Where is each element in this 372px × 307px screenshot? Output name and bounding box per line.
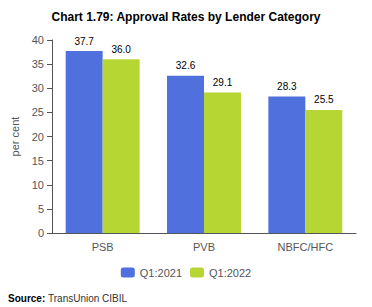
svg-text:PSB: PSB <box>92 241 114 253</box>
svg-text:25.5: 25.5 <box>314 94 334 105</box>
svg-text:0: 0 <box>38 227 44 239</box>
svg-text:NBFC/HFC: NBFC/HFC <box>278 241 334 253</box>
svg-text:30: 30 <box>32 82 44 94</box>
svg-text:36.0: 36.0 <box>111 44 131 55</box>
svg-text:Chart 1.79: Approval Rates by: Chart 1.79: Approval Rates by Lender Cat… <box>52 10 321 24</box>
svg-text:Source:: Source: <box>8 293 45 304</box>
svg-text:Q1:2022: Q1:2022 <box>209 267 251 279</box>
svg-text:25: 25 <box>32 106 44 118</box>
svg-text:32.6: 32.6 <box>176 60 196 71</box>
svg-text:10: 10 <box>32 179 44 191</box>
svg-text:35: 35 <box>32 58 44 70</box>
svg-text:per cent: per cent <box>9 117 21 157</box>
svg-text:28.3: 28.3 <box>277 81 297 92</box>
svg-text:20: 20 <box>32 131 44 143</box>
svg-text:TransUnion CIBIL: TransUnion CIBIL <box>48 293 128 304</box>
svg-text:40: 40 <box>32 34 44 46</box>
svg-text:37.7: 37.7 <box>74 36 94 47</box>
svg-text:15: 15 <box>32 155 44 167</box>
svg-text:5: 5 <box>38 203 44 215</box>
svg-text:29.1: 29.1 <box>213 77 233 88</box>
svg-text:PVB: PVB <box>193 241 215 253</box>
svg-text:Q1:2021: Q1:2021 <box>140 267 182 279</box>
